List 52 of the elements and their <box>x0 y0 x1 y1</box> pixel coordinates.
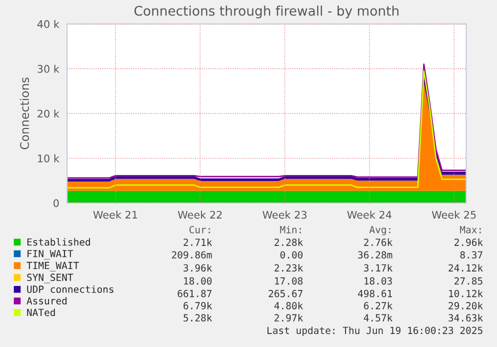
y-tick-label: 0 <box>54 199 59 208</box>
legend-label: Established <box>27 238 90 246</box>
legend-label: Assured <box>26 296 67 304</box>
text: 36.28m <box>358 251 392 259</box>
text: 8.37 <box>460 251 482 259</box>
text: 27.85 <box>454 277 482 285</box>
text: 18.00 <box>184 277 212 285</box>
legend-label: FIN_WAIT <box>28 250 74 260</box>
y-axis-title: Connections <box>20 78 30 150</box>
text: 2.71k <box>184 238 212 246</box>
text: 3.17k <box>364 264 392 272</box>
text: 2.23k <box>274 264 304 272</box>
text: Cur: <box>189 226 210 234</box>
x-tick-label: Week 25 <box>432 210 476 219</box>
text: 2.76k <box>364 238 392 246</box>
x-tick-label: Week 24 <box>347 210 392 219</box>
text: 498.61 <box>358 290 392 298</box>
text: 6.27k <box>364 302 392 310</box>
text: 0.00 <box>280 251 303 259</box>
text: 10.12k <box>449 290 483 298</box>
x-tick-label: Week 23 <box>262 210 306 219</box>
text: 4.57k <box>364 314 392 322</box>
y-tick-label: 40 k <box>37 20 60 28</box>
text: 661.87 <box>178 290 212 298</box>
text: Max: <box>460 226 481 234</box>
text: 2.97k <box>274 314 304 322</box>
text: 24.12k <box>448 264 483 272</box>
y-tick-label: 10 k <box>38 154 60 162</box>
text: Last update: Thu Jun 19 16:00:23 2025 <box>268 326 482 336</box>
x-tick-label: Week 22 <box>178 210 222 219</box>
text: 34.63k <box>448 314 483 322</box>
text: Avg: <box>369 226 390 236</box>
legend-label: TIME_WAIT <box>26 262 79 272</box>
text: 2.28k <box>274 238 304 246</box>
y-tick-label: 30 k <box>38 64 60 73</box>
text: 18.03 <box>364 277 392 285</box>
y-tick-label: 20 k <box>38 110 60 118</box>
chart-title: Connections through firewall - by month <box>134 6 398 18</box>
text: Min: <box>280 226 301 234</box>
text: 265.67 <box>268 290 302 298</box>
text: 29.20k <box>448 302 483 310</box>
text: 4.80k <box>274 302 304 310</box>
legend-label: UDP connections <box>27 285 114 293</box>
text: 6.79k <box>184 302 212 310</box>
x-tick-label: Week 21 <box>93 210 138 219</box>
text: 17.08 <box>275 277 303 285</box>
text: 5.28k <box>184 314 212 322</box>
legend-label: NATed <box>27 308 55 316</box>
text: 209.86m <box>172 251 212 259</box>
legend-label: SYN_SENT <box>27 274 74 284</box>
text: 3.96k <box>184 264 212 272</box>
text: 2.96k <box>454 238 483 246</box>
